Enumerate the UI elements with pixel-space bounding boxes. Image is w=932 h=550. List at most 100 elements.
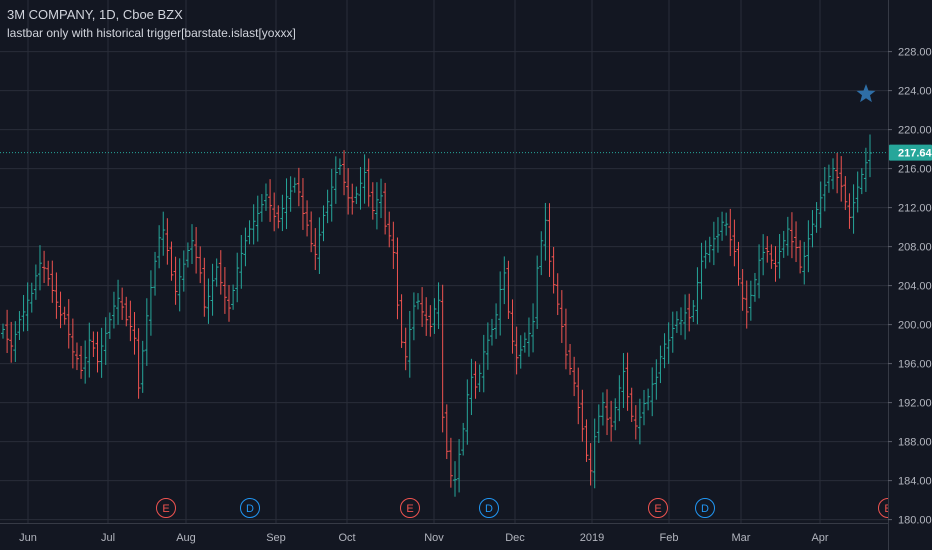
ohlc-bar xyxy=(794,221,799,263)
ohlc-bar xyxy=(329,168,334,222)
ohlc-bar xyxy=(177,258,182,312)
ohlc-bar xyxy=(707,236,712,263)
ohlc-bar xyxy=(292,177,297,193)
ohlc-bar xyxy=(744,280,749,329)
ohlc-bar xyxy=(62,306,67,325)
ohlc-bar xyxy=(457,439,462,493)
ohlc-bar xyxy=(107,312,112,339)
dividend-marker[interactable]: D xyxy=(240,498,260,518)
ohlc-bar xyxy=(646,388,651,411)
ohlc-bar xyxy=(346,168,351,215)
ohlc-bar xyxy=(424,297,429,336)
ohlc-bar xyxy=(222,267,227,314)
ohlc-bar xyxy=(116,279,121,325)
ohlc-bar xyxy=(185,242,190,268)
price-tick-label: 184.00 xyxy=(898,476,932,488)
price-tick-label: 188.00 xyxy=(898,437,932,449)
ohlc-bar xyxy=(33,264,38,300)
ohlc-bar xyxy=(868,134,872,178)
price-tick-label: 212.00 xyxy=(898,203,932,215)
ohlc-bar xyxy=(461,422,466,456)
ohlc-bar xyxy=(251,204,256,245)
ohlc-bar xyxy=(132,312,137,355)
svg-text:D: D xyxy=(485,503,493,515)
ohlc-bar xyxy=(687,293,692,332)
ohlc-bar xyxy=(826,164,831,193)
ohlc-bar xyxy=(555,273,560,316)
ohlc-bar xyxy=(777,234,782,279)
ohlc-bar xyxy=(674,311,679,333)
ohlc-bar xyxy=(50,260,55,303)
price-axis[interactable]: 180.00 184.00 188.00 192.00 196.00 200.00 204.… xyxy=(888,0,932,550)
time-tick-label: Jun xyxy=(19,532,37,544)
ohlc-bar xyxy=(489,318,494,346)
ohlc-bar xyxy=(485,322,490,370)
ohlc-bar xyxy=(403,327,408,371)
ohlc-bar xyxy=(296,167,301,207)
ohlc-bar xyxy=(226,285,231,322)
ohlc-bar xyxy=(144,298,149,366)
ohlc-bar xyxy=(190,224,195,264)
ohlc-bar xyxy=(789,212,794,259)
ohlc-bar xyxy=(629,387,634,422)
ohlc-bar xyxy=(387,211,392,248)
ohlc-bar xyxy=(17,311,22,340)
ohlc-bar xyxy=(120,287,125,320)
ohlc-bar xyxy=(678,307,683,336)
svg-text:D: D xyxy=(246,503,254,515)
time-tick-label: Mar xyxy=(732,532,751,544)
price-tick-label: 196.00 xyxy=(898,359,932,371)
earnings-marker[interactable]: E xyxy=(156,498,176,518)
ohlc-bar xyxy=(633,405,638,440)
ohlc-bar xyxy=(9,321,14,363)
ohlc-bar xyxy=(83,340,88,384)
chart-title[interactable]: 3M COMPANY, 1D, Cboe BZX xyxy=(7,7,183,22)
ohlc-bar xyxy=(243,227,248,267)
ohlc-bar xyxy=(325,189,330,224)
ohlc-bar xyxy=(124,296,129,327)
ohlc-bar xyxy=(181,250,186,292)
time-tick-label: Feb xyxy=(660,532,679,544)
ohlc-bar xyxy=(350,183,355,215)
ohlc-bar xyxy=(136,328,141,399)
ohlc-bar xyxy=(95,331,100,373)
dividend-marker[interactable]: D xyxy=(479,498,499,518)
earnings-marker[interactable]: E xyxy=(400,498,420,518)
time-tick-label: Oct xyxy=(338,532,355,544)
ohlc-bar xyxy=(563,308,568,370)
ohlc-bar xyxy=(535,255,540,330)
ohlc-bar xyxy=(481,334,486,393)
ohlc-bar xyxy=(103,317,108,365)
ohlc-bar xyxy=(436,282,441,330)
ohlc-bar xyxy=(802,241,807,285)
price-tick-label: 180.00 xyxy=(898,515,932,527)
ohlc-bar xyxy=(584,419,589,462)
svg-text:E: E xyxy=(406,503,413,515)
ohlc-bar xyxy=(247,220,252,245)
ohlc-bar xyxy=(613,398,618,431)
indicator-label[interactable]: lastbar only with historical trigger[bar… xyxy=(7,26,296,40)
ohlc-bar xyxy=(416,293,421,310)
time-tick-label: Aug xyxy=(176,532,196,544)
time-axis[interactable]: Jun Jul Aug Sep Oct Nov Dec 2019 Feb Mar Apr xyxy=(0,523,888,550)
ohlc-bar xyxy=(510,299,515,354)
dividend-marker[interactable]: D xyxy=(695,498,715,518)
earnings-marker[interactable]: E xyxy=(648,498,668,518)
ohlc-bar xyxy=(625,352,630,411)
ohlc-bar xyxy=(609,400,614,442)
ohlc-bar xyxy=(806,220,811,273)
ohlc-bar xyxy=(781,230,786,258)
ohlc-bar xyxy=(855,171,860,213)
ohlc-bar xyxy=(498,271,503,336)
ohlc-bar xyxy=(683,294,688,340)
ohlc-bar xyxy=(74,342,79,371)
ohlc-bar xyxy=(58,291,63,329)
ohlc-bar xyxy=(798,240,803,274)
ohlc-bar xyxy=(765,236,770,263)
time-tick-label: Jul xyxy=(101,532,115,544)
ohlc-bar xyxy=(522,332,527,353)
ohlc-bar xyxy=(769,244,774,269)
price-tick-label: 208.00 xyxy=(898,242,932,254)
ohlc-bar xyxy=(214,258,219,287)
